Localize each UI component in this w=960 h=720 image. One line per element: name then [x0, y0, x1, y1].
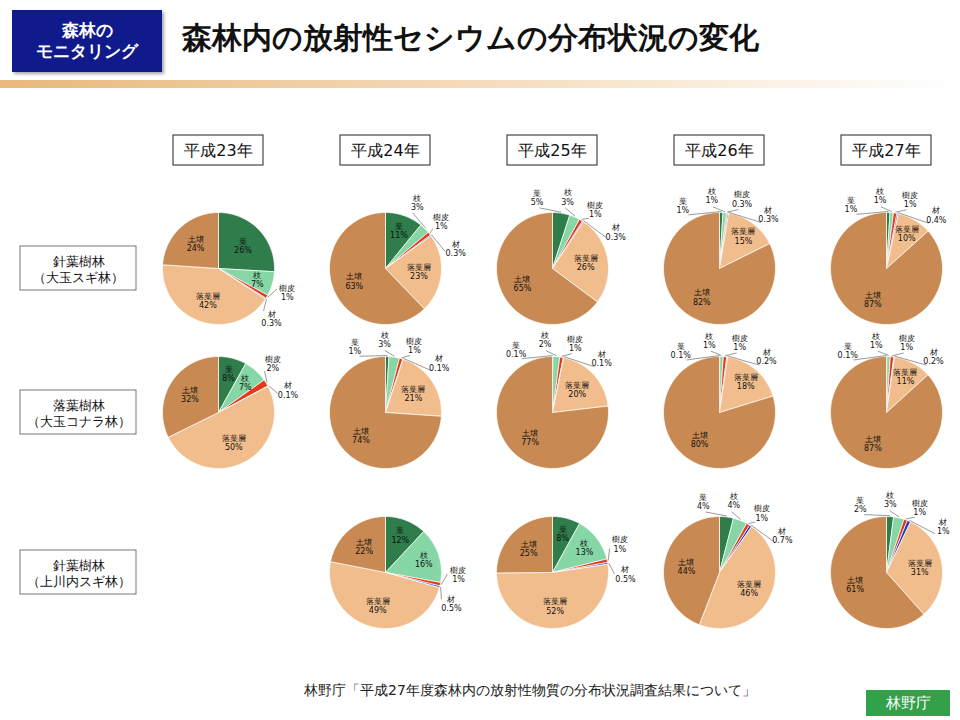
- svg-text:樹皮1%: 樹皮1%: [279, 284, 295, 302]
- svg-text:材0.1%: 材0.1%: [429, 354, 450, 372]
- svg-text:落葉層50%: 落葉層50%: [222, 434, 246, 452]
- svg-text:葉1%: 葉1%: [845, 196, 858, 214]
- svg-text:樹皮1%: 樹皮1%: [612, 535, 628, 553]
- html-text:森林内の放射性セシウムの分布状況の変化: 森林内の放射性セシウムの分布状況の変化: [182, 20, 759, 55]
- svg-text:落葉層52%: 落葉層52%: [543, 597, 567, 615]
- svg-text:落葉層26%: 落葉層26%: [574, 254, 598, 272]
- svg-text:土壌65%: 土壌65%: [514, 275, 532, 293]
- html-text:林野庁「平成27年度森林内の放射性物質の分布状況調査結果につ: 林野庁「平成27年度森林内の放射性物質の分布状況調査結果について」: [304, 682, 756, 698]
- svg-text:葉0.1%: 葉0.1%: [838, 342, 859, 360]
- svg-text:樹皮1%: 樹皮1%: [902, 191, 918, 209]
- svg-text:材0.3%: 材0.3%: [606, 223, 627, 241]
- svg-text:落葉層11%: 落葉層11%: [893, 368, 917, 386]
- svg-text:材0.1%: 材0.1%: [278, 381, 299, 399]
- html-text:林野庁: 林野庁: [885, 693, 931, 712]
- svg-text:材0.7%: 材0.7%: [772, 527, 793, 545]
- svg-text:樹皮1%: 樹皮1%: [587, 201, 603, 219]
- svg-text:葉8%: 葉8%: [556, 525, 569, 543]
- svg-text:樹皮2%: 樹皮2%: [265, 355, 281, 373]
- svg-text:枝1%: 枝1%: [705, 187, 718, 205]
- svg-text:針葉樹林（上川内スギ林）: 針葉樹林（上川内スギ林）: [27, 558, 131, 589]
- svg-text:土壌22%: 土壌22%: [355, 538, 373, 556]
- svg-text:材0.2%: 材0.2%: [923, 348, 944, 366]
- svg-text:材0.3%: 材0.3%: [446, 240, 467, 258]
- svg-text:土壌82%: 土壌82%: [693, 288, 711, 306]
- svg-text:葉1%: 葉1%: [349, 338, 362, 356]
- svg-text:材0.4%: 材0.4%: [926, 206, 947, 224]
- svg-text:枝2%: 枝2%: [539, 331, 552, 349]
- svg-text:葉8%: 葉8%: [222, 365, 235, 383]
- svg-text:土壌24%: 土壌24%: [187, 235, 205, 253]
- svg-text:樹皮1%: 樹皮1%: [732, 334, 748, 352]
- svg-text:枝16%: 枝16%: [415, 551, 433, 569]
- svg-text:落葉層18%: 落葉層18%: [734, 373, 758, 391]
- svg-text:樹皮1%: 樹皮1%: [450, 566, 466, 584]
- svg-text:落葉層46%: 落葉層46%: [737, 580, 761, 598]
- svg-text:土壌80%: 土壌80%: [691, 431, 709, 449]
- svg-text:樹皮1%: 樹皮1%: [406, 337, 422, 355]
- svg-text:枝1%: 枝1%: [874, 187, 887, 205]
- svg-text:葉1%: 葉1%: [677, 197, 690, 215]
- svg-text:樹皮1%: 樹皮1%: [754, 504, 770, 522]
- svg-text:枝3%: 枝3%: [411, 194, 424, 212]
- svg-text:枝7%: 枝7%: [239, 374, 252, 392]
- svg-text:落葉層20%: 落葉層20%: [565, 381, 589, 399]
- svg-text:土壌63%: 土壌63%: [345, 272, 363, 290]
- svg-text:枝1%: 枝1%: [870, 332, 883, 350]
- svg-text:平成23年: 平成23年: [184, 141, 252, 160]
- svg-text:土壌87%: 土壌87%: [864, 291, 882, 309]
- svg-text:落葉層42%: 落葉層42%: [196, 292, 220, 310]
- svg-text:平成27年: 平成27年: [852, 141, 920, 160]
- svg-text:針葉樹林（大玉スギ林）: 針葉樹林（大玉スギ林）: [33, 254, 124, 285]
- svg-text:材0.5%: 材0.5%: [441, 595, 462, 613]
- svg-text:枝7%: 枝7%: [251, 271, 264, 289]
- svg-text:葉0.1%: 葉0.1%: [671, 342, 692, 360]
- svg-text:落葉層31%: 落葉層31%: [908, 559, 932, 577]
- svg-text:樹皮1%: 樹皮1%: [567, 335, 583, 353]
- html-text:森林の: 森林の: [61, 19, 113, 40]
- svg-text:土壌87%: 土壌87%: [864, 435, 882, 453]
- svg-text:枝13%: 枝13%: [576, 539, 594, 557]
- svg-text:枝1%: 枝1%: [703, 332, 716, 350]
- svg-text:平成26年: 平成26年: [685, 141, 753, 160]
- svg-text:土壌25%: 土壌25%: [520, 540, 538, 558]
- svg-text:樹皮1%: 樹皮1%: [433, 213, 449, 231]
- svg-text:落葉層21%: 落葉層21%: [401, 385, 425, 403]
- svg-text:枝4%: 枝4%: [727, 492, 740, 510]
- svg-text:土壌44%: 土壌44%: [678, 558, 696, 576]
- svg-text:落葉層15%: 落葉層15%: [731, 227, 755, 245]
- svg-text:葉5%: 葉5%: [531, 188, 544, 206]
- svg-text:土壌61%: 土壌61%: [846, 576, 864, 594]
- svg-text:枝3%: 枝3%: [561, 188, 574, 206]
- svg-text:平成25年: 平成25年: [518, 141, 586, 160]
- svg-text:落葉樹林（大玉コナラ林）: 落葉樹林（大玉コナラ林）: [27, 398, 131, 429]
- svg-text:葉4%: 葉4%: [697, 493, 710, 511]
- svg-text:樹皮1%: 樹皮1%: [912, 499, 928, 517]
- svg-text:落葉層49%: 落葉層49%: [366, 597, 390, 615]
- svg-text:樹皮1%: 樹皮1%: [899, 334, 915, 352]
- svg-text:材0.2%: 材0.2%: [756, 348, 777, 366]
- svg-text:枝3%: 枝3%: [884, 491, 897, 509]
- svg-text:材0.3%: 材0.3%: [758, 206, 779, 224]
- svg-text:材0.5%: 材0.5%: [615, 565, 636, 583]
- svg-text:落葉層10%: 落葉層10%: [895, 225, 919, 243]
- svg-text:材0.1%: 材0.1%: [591, 350, 612, 368]
- svg-text:葉11%: 葉11%: [390, 222, 408, 240]
- svg-text:材1%: 材1%: [937, 518, 950, 536]
- html-text:モニタリング: モニタリング: [36, 41, 138, 61]
- svg-text:落葉層23%: 落葉層23%: [407, 263, 431, 281]
- svg-text:材0.3%: 材0.3%: [261, 310, 282, 328]
- svg-text:樹皮0.3%: 樹皮0.3%: [732, 190, 753, 208]
- svg-text:土壌74%: 土壌74%: [352, 427, 370, 445]
- svg-text:平成24年: 平成24年: [351, 141, 419, 160]
- svg-text:葉26%: 葉26%: [234, 237, 252, 255]
- svg-text:葉2%: 葉2%: [854, 496, 867, 514]
- svg-text:枝3%: 枝3%: [378, 331, 391, 349]
- svg-text:土壌77%: 土壌77%: [521, 429, 539, 447]
- svg-text:葉12%: 葉12%: [391, 526, 409, 544]
- svg-text:土壌32%: 土壌32%: [181, 386, 199, 404]
- svg-text:葉0.1%: 葉0.1%: [506, 341, 527, 359]
